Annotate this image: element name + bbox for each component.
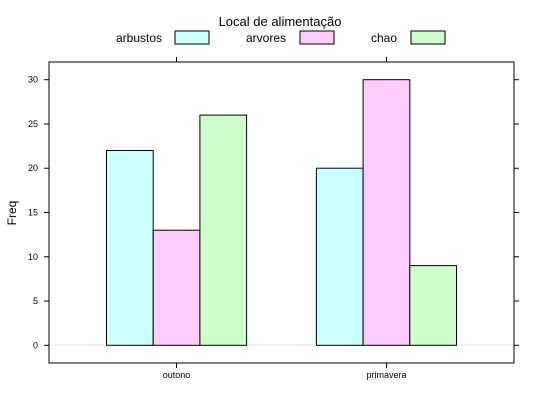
plot-panel-frame <box>48 61 515 364</box>
legend-swatch-chao <box>410 30 446 45</box>
legend-title: Local de alimentação <box>219 14 342 29</box>
x-tick-label-primavera: primavera <box>366 370 406 380</box>
legend-label-chao: chao <box>371 31 397 45</box>
legend-swatch-arbustos <box>174 30 210 45</box>
legend-label-arbustos: arbustos <box>116 31 162 45</box>
legend: arbustos arvores chao <box>116 30 446 45</box>
bars-group <box>106 79 457 346</box>
legend-swatch-arvores <box>299 30 335 45</box>
y-tick-label-0: 0 <box>33 340 38 350</box>
y-tick-label-10: 10 <box>28 252 38 262</box>
x-tick-label-outono: outono <box>163 370 191 380</box>
bar-arvores-outono <box>152 229 201 346</box>
legend-label-arvores: arvores <box>246 31 286 45</box>
y-tick-label-30: 30 <box>28 75 38 85</box>
bar-chao-outono <box>199 114 248 346</box>
y-tick-label-25: 25 <box>28 119 38 129</box>
bar-arbustos-outono <box>106 150 154 346</box>
y-axis-label: Freq <box>5 201 19 226</box>
y-tick-label-15: 15 <box>28 208 38 218</box>
y-tick-label-20: 20 <box>28 163 38 173</box>
axis-ticks: outono primavera 0 5 10 15 20 25 30 <box>28 57 519 380</box>
y-tick-label-5: 5 <box>33 296 38 306</box>
bar-arbustos-primavera <box>315 167 364 346</box>
bar-chao-primavera <box>409 265 457 346</box>
bar-arvores-primavera <box>362 79 411 346</box>
